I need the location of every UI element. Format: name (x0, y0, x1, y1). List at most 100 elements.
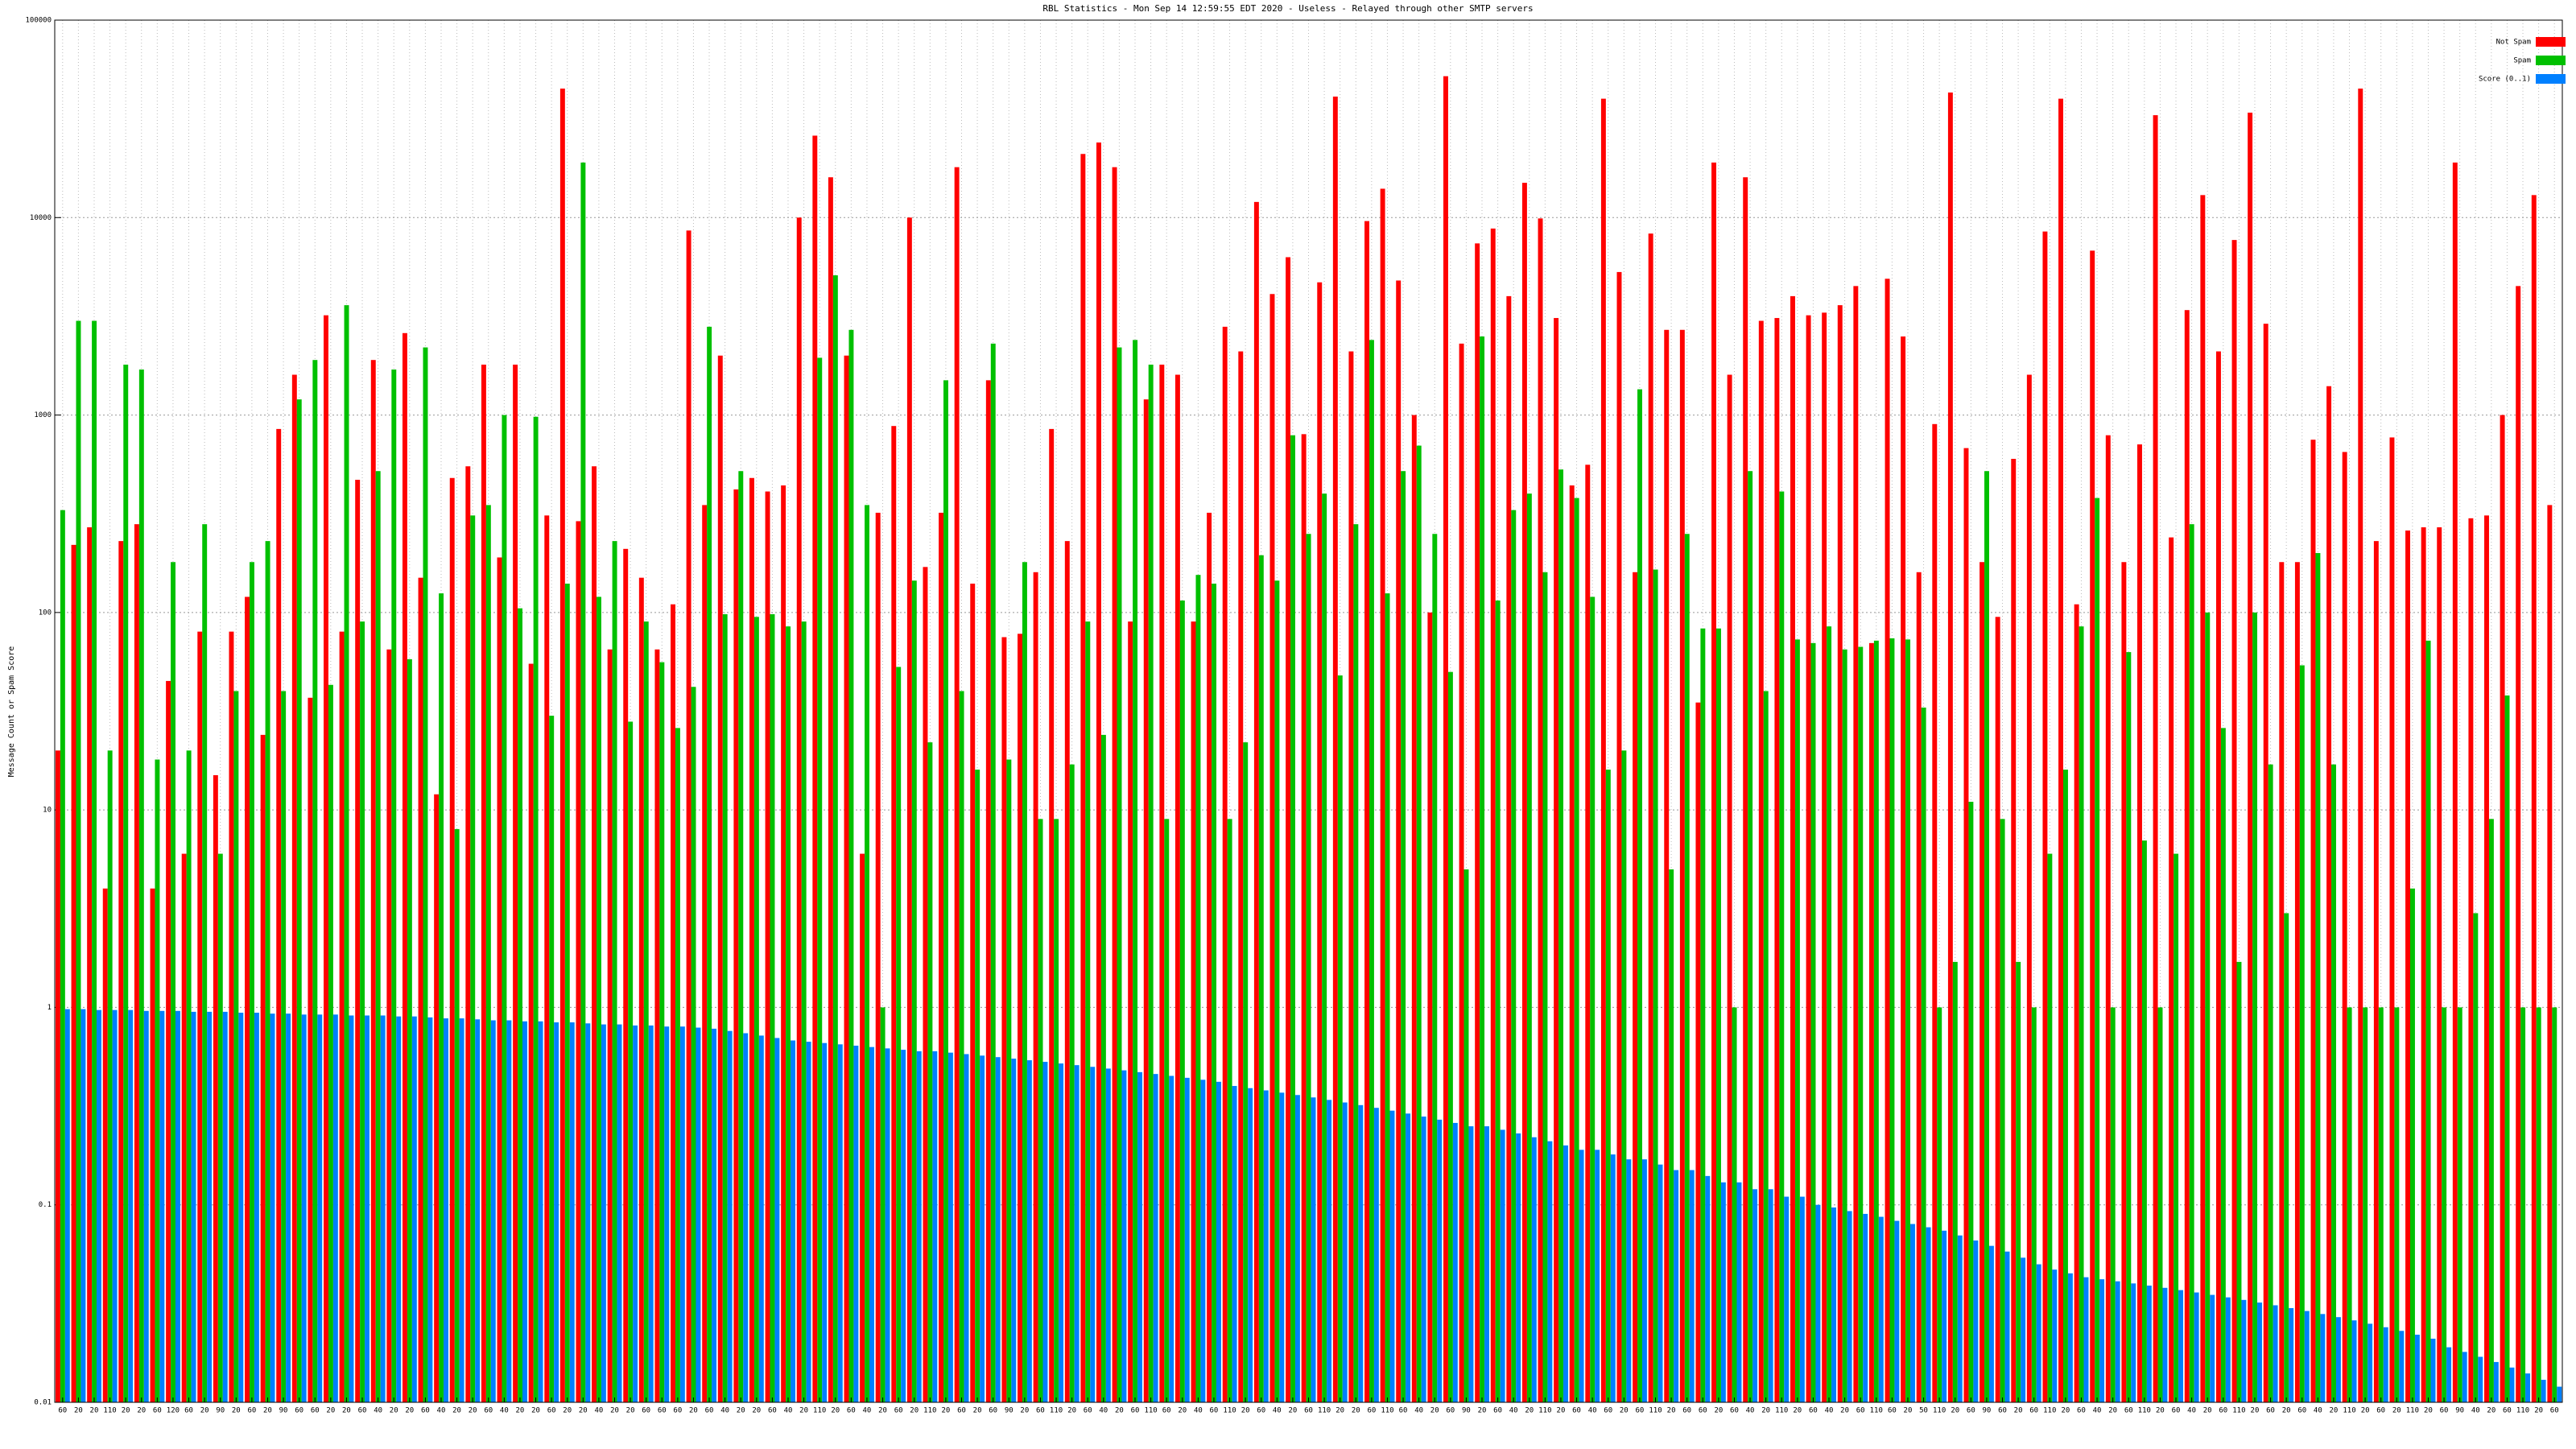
x-tick-label: 20 (563, 1407, 572, 1415)
bar (2126, 652, 2132, 1402)
bar (2215, 351, 2221, 1402)
x-tick-label: 20 (405, 1407, 414, 1415)
bar (1096, 142, 1101, 1402)
bar (411, 1016, 417, 1402)
bar (1932, 423, 1938, 1402)
bar (2525, 1373, 2531, 1402)
x-tick-label: 20 (1840, 1407, 1849, 1415)
bar (1799, 1196, 1805, 1402)
bar (1926, 1227, 1931, 1402)
bar (2363, 1007, 2368, 1402)
bar (2310, 440, 2316, 1403)
bar (233, 691, 239, 1402)
x-tick-label: 110 (1870, 1407, 1883, 1415)
bar (2457, 1007, 2462, 1402)
bar (276, 428, 282, 1402)
x-tick-label: 40 (437, 1407, 446, 1415)
x-tick-label: 60 (547, 1407, 556, 1415)
x-tick-label: 60 (1162, 1407, 1171, 1415)
bar (2141, 840, 2147, 1402)
bar (1238, 351, 1244, 1402)
bar (544, 515, 550, 1402)
x-tick-label: 60 (58, 1407, 67, 1415)
bar (2026, 374, 2032, 1403)
bar (1768, 1189, 1773, 1402)
bar (1827, 626, 1832, 1402)
bar (332, 1014, 338, 1402)
bar (1885, 279, 1890, 1403)
bar (869, 1046, 874, 1402)
x-tick-label: 60 (247, 1407, 256, 1415)
bar (2021, 1257, 2026, 1402)
x-tick-label: 60 (484, 1407, 493, 1415)
x-tick-label: 20 (74, 1407, 83, 1415)
bar (959, 691, 964, 1402)
x-tick-label: 110 (1318, 1407, 1331, 1415)
bar (1894, 1220, 1900, 1402)
bar (1100, 734, 1106, 1402)
bar (497, 557, 502, 1402)
chart-title: RBL Statistics - Mon Sep 14 12:59:55 EDT… (1042, 3, 1533, 14)
bar (1133, 340, 1138, 1402)
y-tick-label: 100 (39, 609, 52, 617)
bar (2446, 1347, 2452, 1402)
bar (1054, 819, 1059, 1402)
bar (213, 774, 218, 1402)
bar (1353, 524, 1359, 1402)
bar (1531, 1137, 1537, 1402)
bar (143, 1010, 149, 1402)
bar (191, 1011, 196, 1402)
x-tick-label: 40 (1414, 1407, 1423, 1415)
x-tick-label: 120 (167, 1407, 180, 1415)
bar (885, 1048, 890, 1402)
x-tick-label: 20 (1761, 1407, 1770, 1415)
bar (559, 89, 565, 1403)
bar (1200, 1080, 1206, 1402)
bar (738, 471, 744, 1403)
bar (2541, 1380, 2546, 1402)
bar (1416, 445, 1422, 1402)
bar (418, 577, 423, 1402)
bar (1794, 639, 1800, 1402)
x-tick-label: 20 (2534, 1407, 2543, 1415)
x-tick-label: 110 (1933, 1407, 1946, 1415)
bar (2105, 435, 2111, 1402)
bar (1605, 770, 1611, 1402)
bar (1348, 351, 1354, 1402)
bar (197, 631, 203, 1402)
x-tick-label: 40 (500, 1407, 509, 1415)
bar (270, 1013, 275, 1402)
bar (832, 275, 838, 1402)
x-tick-label: 20 (1557, 1407, 1566, 1415)
bar (1490, 228, 1496, 1402)
bar (2004, 1251, 2010, 1402)
bar (150, 888, 155, 1402)
bar (1105, 1068, 1111, 1402)
x-tick-label: 20 (342, 1407, 351, 1415)
bar (2000, 819, 2005, 1402)
bar (1500, 1129, 1505, 1402)
bar (1595, 1150, 1600, 1402)
bar (932, 1051, 938, 1402)
bar (2326, 386, 2332, 1403)
bar (2162, 1287, 2168, 1402)
x-tick-label: 20 (2330, 1407, 2339, 1415)
bar (1921, 707, 1926, 1402)
bar (1590, 597, 1596, 1402)
bar (1984, 471, 1989, 1403)
bar (175, 1010, 180, 1402)
x-tick-label: 60 (153, 1407, 162, 1415)
x-tick-label: 40 (2314, 1407, 2322, 1415)
bar (1373, 1108, 1379, 1402)
bar (1112, 167, 1117, 1402)
bar (506, 1020, 512, 1402)
x-tick-label: 20 (910, 1407, 919, 1415)
x-tick-label: 60 (1367, 1407, 1376, 1415)
bar (1727, 374, 1732, 1403)
y-tick-label: 1 (47, 1004, 52, 1012)
bar (2036, 1264, 2041, 1402)
bar (2178, 1290, 2184, 1402)
bar (2331, 764, 2336, 1402)
bar (1558, 469, 1564, 1402)
bar (975, 770, 980, 1402)
